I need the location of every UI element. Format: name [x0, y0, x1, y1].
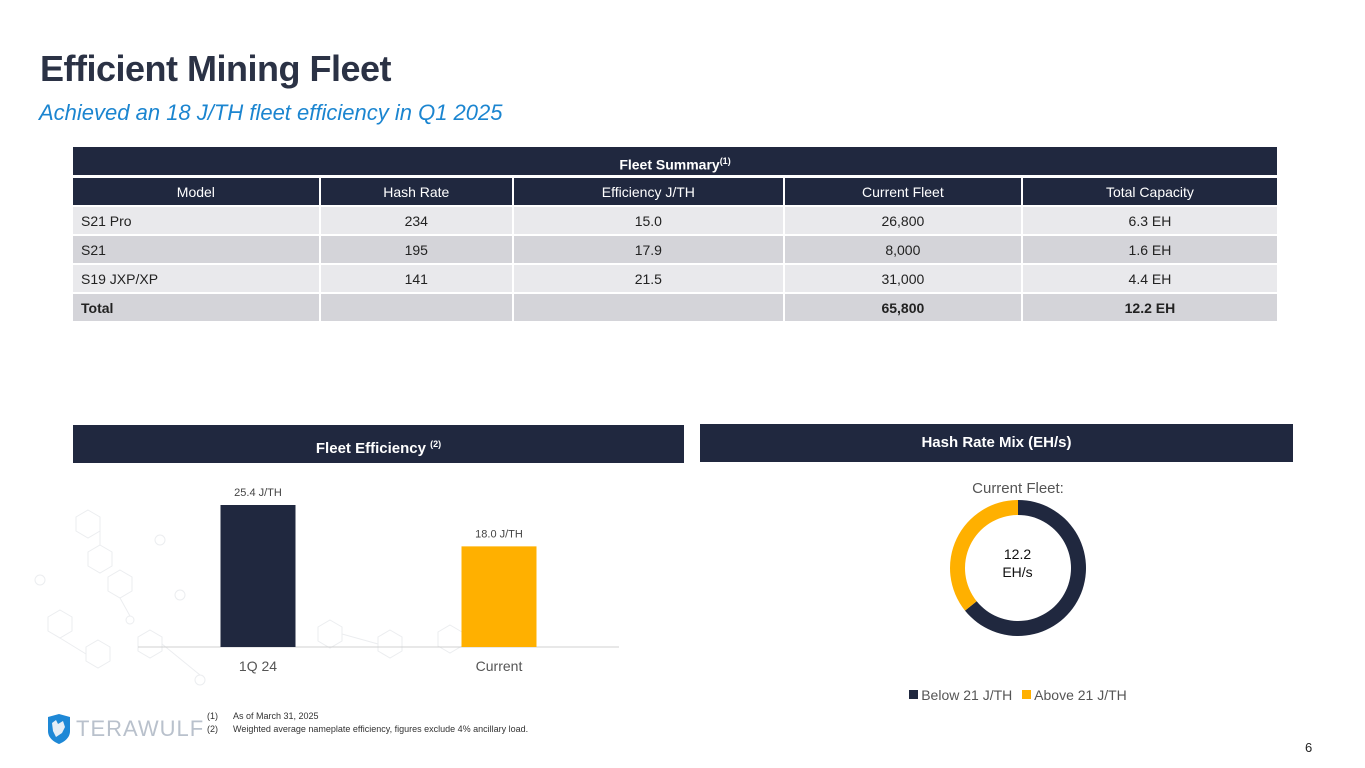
cell-efficiency: 21.5: [513, 265, 783, 292]
fleet-summary-footnote-ref: (1): [719, 156, 731, 166]
cell-total-capacity-sum: 12.2 EH: [1022, 294, 1277, 321]
cell-current-fleet: 31,000: [784, 265, 1021, 292]
fleet-summary-title-text: Fleet Summary: [619, 156, 720, 173]
donut-slice-above-21: [950, 500, 1018, 611]
x-tick-label: Current: [476, 658, 523, 674]
footnote-number: (2): [207, 724, 218, 734]
page-number: 6: [1305, 740, 1313, 755]
column-header-efficiency: Efficiency J/TH: [513, 178, 783, 205]
legend-label: Below 21 J/TH: [921, 686, 1013, 703]
bar-data-label: 25.4 J/TH: [234, 487, 282, 499]
footnote-number: (1): [207, 711, 218, 721]
hexagon-pattern-background: [34, 509, 463, 686]
donut-center-label: 12.2 EH/s: [945, 545, 1090, 581]
donut-center-unit: EH/s: [1002, 564, 1033, 580]
cell-model: S21 Pro: [73, 207, 319, 234]
column-header-current-fleet: Current Fleet: [784, 178, 1021, 205]
hash-rate-mix-header: Hash Rate Mix (EH/s): [700, 424, 1293, 462]
cell-total-label: Total: [73, 294, 319, 321]
page-subtitle: Achieved an 18 J/TH fleet efficiency in …: [39, 100, 503, 125]
fleet-summary-table: Fleet Summary(1) Model Hash Rate Efficie…: [73, 147, 1277, 323]
fleet-efficiency-title: Fleet Efficiency: [315, 440, 426, 457]
cell-hash-rate: 141: [320, 265, 512, 292]
bar-current: [461, 546, 537, 647]
fleet-efficiency-bar-chart: 25.4 J/TH 1Q 24 18.0 J/TH Current: [138, 487, 619, 674]
table-total-row: Total 65,800 12.2 EH: [73, 294, 1277, 321]
footnote-text: As of March 31, 2025: [233, 711, 319, 721]
cell-model: S21: [73, 236, 319, 263]
fleet-summary-title: Fleet Summary(1): [73, 147, 1277, 175]
table-header-row: Model Hash Rate Efficiency J/TH Current …: [73, 178, 1277, 205]
column-header-model: Model: [73, 178, 319, 205]
footnote-item: (1) As of March 31, 2025: [207, 710, 528, 723]
fleet-efficiency-header: Fleet Efficiency (2): [73, 425, 684, 463]
cell-total-hash-rate: [320, 294, 512, 321]
fleet-summary-grid: Model Hash Rate Efficiency J/TH Current …: [71, 176, 1279, 323]
donut-center-value: 12.2: [1003, 546, 1032, 562]
cell-total-current-fleet: 65,800: [784, 294, 1021, 321]
donut-chart-title: Current Fleet:: [972, 480, 1064, 497]
terawulf-logo: TERAWULF: [46, 713, 204, 745]
cell-efficiency: 17.9: [513, 236, 783, 263]
cell-total-efficiency: [513, 294, 783, 321]
column-header-hash-rate: Hash Rate: [320, 178, 512, 205]
donut-legend: Below 21 J/TH Above 21 J/TH: [700, 686, 1336, 703]
wolf-shield-icon: [48, 714, 70, 744]
footnote-item: (2) Weighted average nameplate efficienc…: [207, 723, 528, 736]
cell-total-capacity: 1.6 EH: [1022, 236, 1277, 263]
bar-data-label: 18.0 J/TH: [475, 528, 523, 540]
cell-efficiency: 15.0: [513, 207, 783, 234]
logo-wordmark: TERAWULF: [76, 716, 205, 741]
fleet-efficiency-footnote-ref: (2): [430, 439, 442, 449]
table-row: S21 195 17.9 8,000 1.6 EH: [73, 236, 1277, 263]
cell-model: S19 JXP/XP: [73, 265, 319, 292]
cell-hash-rate: 234: [320, 207, 512, 234]
legend-item-above-21: Above 21 J/TH: [1022, 687, 1127, 703]
legend-swatch-navy: [909, 690, 919, 699]
x-tick-label: 1Q 24: [239, 658, 277, 674]
footnotes: (1) As of March 31, 2025 (2) Weighted av…: [207, 710, 528, 736]
cell-total-capacity: 6.3 EH: [1022, 207, 1277, 234]
cell-hash-rate: 195: [320, 236, 512, 263]
page-title: Efficient Mining Fleet: [40, 48, 392, 89]
footnote-text: Weighted average nameplate efficiency, f…: [233, 724, 529, 734]
legend-swatch-yellow: [1022, 690, 1032, 699]
cell-current-fleet: 8,000: [784, 236, 1021, 263]
hash-rate-mix-donut-chart: [950, 500, 1086, 636]
table-row: S19 JXP/XP 141 21.5 31,000 4.4 EH: [73, 265, 1277, 292]
bar-1q24: [220, 505, 296, 647]
legend-label: Above 21 J/TH: [1034, 686, 1127, 703]
cell-current-fleet: 26,800: [784, 207, 1021, 234]
legend-item-below-21: Below 21 J/TH: [909, 687, 1012, 703]
cell-total-capacity: 4.4 EH: [1022, 265, 1277, 292]
column-header-total-capacity: Total Capacity: [1022, 178, 1277, 205]
table-row: S21 Pro 234 15.0 26,800 6.3 EH: [73, 207, 1277, 234]
